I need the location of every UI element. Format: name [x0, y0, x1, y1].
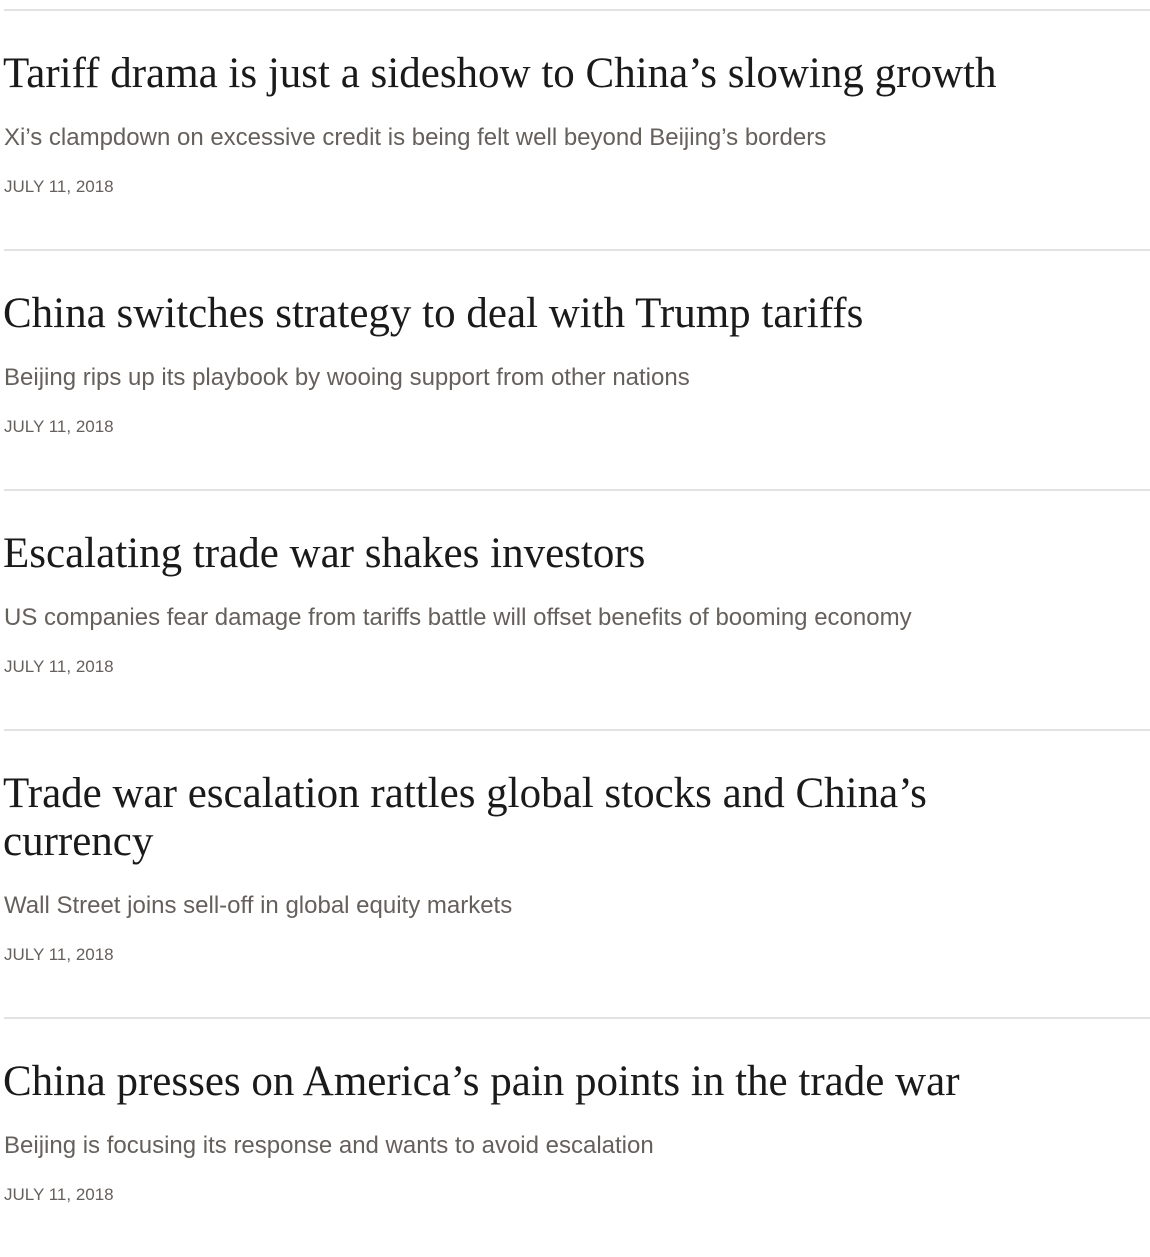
- article-date: JULY 11, 2018: [4, 1185, 114, 1204]
- article-date: JULY 11, 2018: [4, 417, 114, 436]
- article-date: JULY 11, 2018: [4, 177, 114, 196]
- article-title-link[interactable]: China switches strategy to deal with Tru…: [3, 290, 864, 337]
- article-title-link[interactable]: Trade war escalation rattles global stoc…: [3, 770, 927, 865]
- article-title-link[interactable]: Tariff drama is just a sideshow to China…: [3, 50, 997, 97]
- article-standfirst: Xi’s clampdown on excessive credit is be…: [4, 124, 827, 151]
- article-item: China presses on America’s pain points i…: [3, 1017, 1150, 1257]
- article-date: JULY 11, 2018: [4, 657, 114, 676]
- article-date: JULY 11, 2018: [4, 945, 114, 964]
- article-title-link[interactable]: China presses on America’s pain points i…: [3, 1058, 960, 1105]
- article-item: Escalating trade war shakes investors US…: [3, 489, 1150, 729]
- article-item: Trade war escalation rattles global stoc…: [3, 729, 1150, 1017]
- article-standfirst: Wall Street joins sell-off in global equ…: [4, 892, 513, 919]
- article-standfirst: Beijing rips up its playbook by wooing s…: [4, 364, 690, 391]
- article-title-link[interactable]: Escalating trade war shakes investors: [3, 530, 646, 577]
- article-standfirst: Beijing is focusing its response and wan…: [4, 1132, 654, 1159]
- article-standfirst: US companies fear damage from tariffs ba…: [4, 604, 912, 631]
- article-item: Tariff drama is just a sideshow to China…: [3, 9, 1150, 249]
- article-item: China switches strategy to deal with Tru…: [3, 249, 1150, 489]
